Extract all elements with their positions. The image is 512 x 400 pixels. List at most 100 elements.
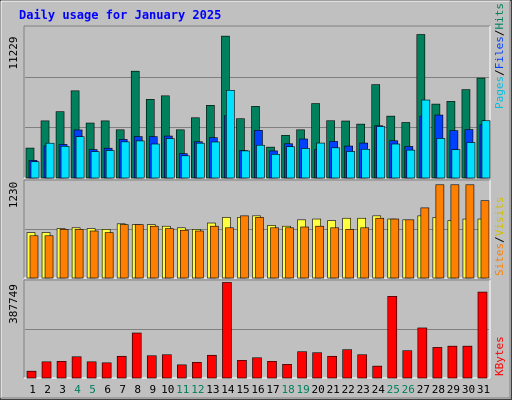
kbytes-bar	[56, 361, 67, 379]
sites-bar	[255, 217, 264, 279]
kbytes-bar	[101, 362, 112, 379]
x-tick-label: 11	[176, 383, 189, 396]
sites-bar	[149, 225, 159, 279]
visits-label: Visits	[493, 197, 506, 237]
kbytes-bar	[477, 291, 488, 379]
kbytes-bar	[207, 354, 217, 379]
sites-bar	[59, 229, 69, 279]
sites-bar	[44, 235, 54, 279]
x-tick-label: 21	[327, 383, 340, 396]
kbytes-bar	[432, 347, 443, 379]
kbytes-axis-label: KBytes	[493, 336, 506, 376]
x-tick-label: 23	[357, 383, 370, 396]
svg-text:Sites/Visits: Sites/Visits	[493, 197, 506, 277]
x-tick-label: 19	[296, 383, 309, 396]
sites-bar	[480, 200, 490, 279]
pages-bar	[406, 149, 416, 179]
pages-bar	[241, 150, 250, 179]
x-tick-label: 4	[74, 383, 81, 396]
x-tick-label: 13	[206, 383, 219, 396]
sites-bar	[360, 227, 370, 279]
x-tick-label: 10	[161, 383, 174, 396]
pages-bar	[256, 144, 265, 179]
x-tick-label: 18	[281, 383, 294, 396]
sites-bar	[29, 235, 39, 279]
kbytes-bar	[267, 361, 277, 379]
pages-bar	[421, 99, 431, 179]
sites-bar	[285, 227, 294, 279]
pages-bar	[301, 148, 310, 179]
sites-label: Sites	[493, 243, 506, 276]
x-tick-label: 30	[462, 383, 475, 396]
sites-bar	[465, 184, 475, 279]
kbytes-bar	[237, 360, 247, 379]
pages-bar	[226, 89, 235, 179]
kbytes-bar	[116, 355, 127, 379]
pages-bar	[451, 149, 461, 179]
x-tick-label: 1	[29, 383, 36, 396]
kbytes-bar	[417, 327, 428, 379]
separator: /	[493, 30, 506, 37]
x-tick-label: 20	[311, 383, 324, 396]
pages-bar	[60, 146, 70, 179]
x-tick-label: 24	[372, 383, 386, 396]
sites-bar	[210, 225, 219, 279]
x-tick-label: 2	[44, 383, 51, 396]
kbytes-bar	[71, 356, 82, 379]
kbytes-bar	[222, 282, 232, 379]
pages-bar	[196, 142, 205, 179]
pages-bar	[105, 150, 115, 179]
sites-max-label: 1230	[7, 182, 20, 209]
pages-bar	[75, 136, 85, 179]
sites-bar	[345, 229, 354, 279]
kbytes-bar	[252, 357, 262, 379]
pages-bar	[376, 126, 386, 179]
hits-label: Hits	[493, 3, 506, 30]
x-tick-label: 17	[266, 383, 279, 396]
kbytes-bar	[41, 361, 52, 379]
svg-text:KBytes: KBytes	[493, 336, 506, 376]
x-tick-label: 15	[236, 383, 249, 396]
kbytes-bar	[86, 361, 97, 379]
x-tick-label: 27	[417, 383, 430, 396]
hits-max-label: 11229	[7, 36, 20, 69]
x-tick-label: 25	[387, 383, 400, 396]
sites-bar	[74, 229, 84, 279]
x-tick-label: 3	[59, 383, 66, 396]
pages-bar	[181, 155, 190, 179]
pages-bar	[165, 138, 175, 179]
x-tick-label: 29	[447, 383, 460, 396]
x-tick-label: 9	[149, 383, 156, 396]
kbytes-label: KBytes	[493, 336, 506, 376]
pages-bar	[316, 142, 325, 179]
kbytes-bar	[327, 355, 337, 379]
x-tick-label: 6	[104, 383, 111, 396]
x-tick-label: 5	[89, 383, 96, 396]
pages-label: Pages	[493, 76, 506, 109]
sites-bar	[390, 218, 400, 279]
x-tick-label: 22	[342, 383, 355, 396]
pages-bar	[346, 151, 355, 179]
kbytes-bar	[161, 354, 172, 379]
pages-bar	[135, 140, 145, 179]
sites-bar	[164, 228, 174, 279]
pages-bar	[211, 141, 220, 179]
pages-bar	[45, 142, 55, 179]
sites-bar	[119, 224, 129, 279]
kbytes-bar	[177, 364, 187, 379]
separator: /	[493, 69, 506, 76]
hits-files-pages-axis-label: Pages/Files/Hits	[493, 3, 506, 109]
kbytes-bar	[372, 365, 383, 379]
chart-title: Daily usage for January 2025	[19, 8, 221, 22]
sites-bar	[240, 215, 249, 279]
sites-visits-axis-label: Sites/Visits	[493, 197, 506, 277]
kbytes-bar	[357, 354, 368, 379]
x-tick-label: 26	[402, 383, 415, 396]
pages-bar	[271, 154, 280, 179]
pages-bar	[391, 143, 401, 179]
svg-text:Pages/Files/Hits: Pages/Files/Hits	[493, 3, 506, 109]
sites-bar	[270, 227, 279, 279]
sites-bar	[315, 225, 324, 279]
x-tick-label: 14	[221, 383, 235, 396]
